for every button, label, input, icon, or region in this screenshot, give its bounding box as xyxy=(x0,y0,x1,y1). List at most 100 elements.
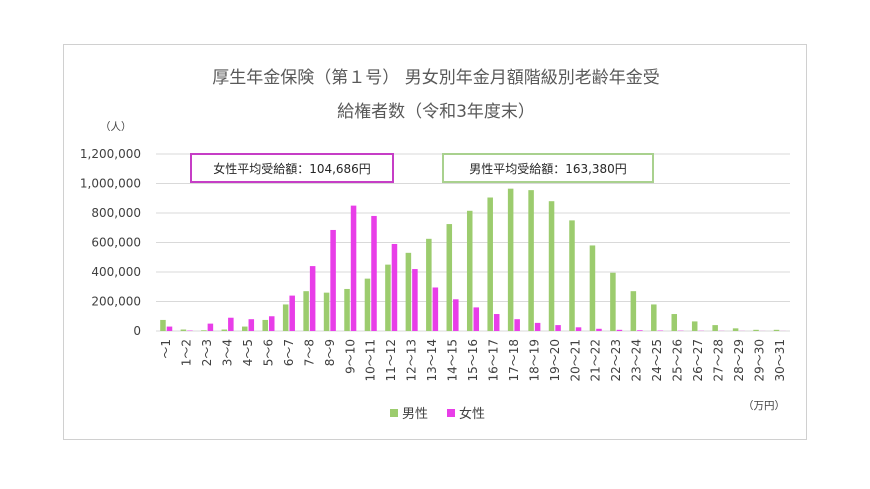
x-tick-label: 8～9 xyxy=(323,339,337,366)
bar-female-9 xyxy=(350,205,357,331)
bar-female-6 xyxy=(289,295,295,331)
bar-male-22 xyxy=(610,272,616,331)
x-tick-label: 30～31 xyxy=(773,339,787,382)
x-tick-label: 18～19 xyxy=(527,339,541,382)
bar-male-29 xyxy=(753,329,759,331)
bars xyxy=(160,188,786,331)
bar-male-11 xyxy=(385,264,391,331)
x-tick-label: 13～14 xyxy=(425,339,439,382)
x-tick-label: 15～16 xyxy=(466,339,480,382)
bar-male-12 xyxy=(405,252,412,331)
y-tick-label: 800,000 xyxy=(91,206,141,220)
bar-female-10 xyxy=(371,215,377,331)
x-tick-label: 19～20 xyxy=(548,339,562,382)
bar-male-27 xyxy=(712,325,718,331)
legend-female-label: 女性 xyxy=(459,406,485,422)
legend-male-swatch xyxy=(390,409,398,417)
bar-male-8 xyxy=(323,292,330,331)
y-tick-label: 200,000 xyxy=(91,295,141,309)
x-axis-ticks: ～1 1～2 2～3 3～4 4～5 5～6 6～7 7～8 8～9 9～10 10～11 11～12… xyxy=(159,339,787,382)
bar-female-11 xyxy=(391,243,398,331)
bar-male-6 xyxy=(282,304,289,331)
annotation-male-text: 男性平均受給額：163,380円 xyxy=(469,162,627,176)
x-tick-label: 4～5 xyxy=(241,339,255,366)
chart-title-line2: 給権者数（令和3年度末） xyxy=(337,102,535,122)
bar-male-19 xyxy=(548,201,555,331)
bar-male-1 xyxy=(180,329,187,331)
bar-male-21 xyxy=(589,245,596,331)
x-tick-label: 26～27 xyxy=(691,339,705,382)
y-axis-ticks: 0 200,000 400,000 600,000 800,000 1,000,000 1,… xyxy=(80,147,141,338)
bar-male-2 xyxy=(201,330,207,331)
bar-female-17 xyxy=(514,319,520,331)
legend-female-swatch xyxy=(447,409,455,417)
x-tick-label: 14～15 xyxy=(446,339,460,382)
x-tick-label: 22～23 xyxy=(609,339,623,382)
bar-male-5 xyxy=(262,319,268,331)
bar-male-4 xyxy=(242,326,248,331)
bar-female-8 xyxy=(330,229,336,331)
x-tick-label: 21～22 xyxy=(589,339,603,382)
bar-male-17 xyxy=(507,188,514,331)
bar-female-13 xyxy=(432,287,439,331)
bar-female-21 xyxy=(596,328,602,331)
bar-female-19 xyxy=(555,325,561,331)
bar-male-7 xyxy=(303,291,309,331)
bar-female-5 xyxy=(268,316,275,331)
bar-male-3 xyxy=(221,329,228,331)
y-tick-label: 600,000 xyxy=(91,236,141,250)
bar-male-16 xyxy=(487,197,493,331)
x-tick-label: 6～7 xyxy=(282,339,296,366)
annotation-female-text: 女性平均受給額：104,686円 xyxy=(213,161,371,176)
x-tick-label: 28～29 xyxy=(732,339,746,382)
annotation-female-box xyxy=(190,153,394,183)
x-tick-label: 10～11 xyxy=(364,339,378,382)
bar-male-13 xyxy=(426,238,432,331)
x-tick-label: 20～21 xyxy=(568,339,582,382)
x-tick-label: 11～12 xyxy=(384,339,398,382)
bar-male-18 xyxy=(528,190,534,331)
bar-male-15 xyxy=(466,210,473,331)
x-tick-label: 3～4 xyxy=(221,339,235,366)
bar-female-0 xyxy=(166,326,173,331)
bar-male-0 xyxy=(160,319,166,331)
x-tick-label: 7～8 xyxy=(302,339,316,366)
bar-male-23 xyxy=(630,291,637,331)
x-tick-label: 5～6 xyxy=(261,339,275,366)
bar-female-14 xyxy=(453,299,459,331)
x-tick-label: 16～17 xyxy=(486,339,500,382)
y-tick-label: 400,000 xyxy=(91,265,141,279)
bar-female-7 xyxy=(309,266,316,331)
bar-male-20 xyxy=(569,220,575,331)
legend-male-label: 男性 xyxy=(402,407,428,422)
bar-male-30 xyxy=(773,329,780,331)
bar-female-2 xyxy=(207,323,214,331)
legend: 男性 女性 xyxy=(390,406,485,422)
x-tick-label: 25～26 xyxy=(671,339,685,382)
bar-male-14 xyxy=(446,224,453,331)
x-tick-label: 29～30 xyxy=(752,339,766,382)
x-tick-label: 9～10 xyxy=(343,339,357,374)
bar-female-15 xyxy=(473,307,480,331)
annotation-female: 女性平均受給額：104,686円 xyxy=(190,153,394,183)
x-tick-label: 1～2 xyxy=(180,339,194,366)
bar-male-24 xyxy=(651,304,657,331)
bar-female-22 xyxy=(616,329,623,331)
bar-female-23 xyxy=(637,330,643,331)
x-tick-label: 24～25 xyxy=(650,339,664,382)
chart-frame: 厚生年金保険（第１号） 男女別年金月額階級別老齢年金受 給権者数（令和3年度末）… xyxy=(63,44,807,440)
bar-female-3 xyxy=(228,317,234,331)
bar-female-20 xyxy=(575,327,582,331)
y-tick-label: 0 xyxy=(133,324,141,338)
x-tick-label: 17～18 xyxy=(507,339,521,382)
y-axis-unit: （人） xyxy=(100,121,132,133)
bar-male-26 xyxy=(691,321,698,331)
bar-female-18 xyxy=(534,322,541,331)
chart-title-line1: 厚生年金保険（第１号） 男女別年金月額階級別老齢年金受 xyxy=(212,68,659,88)
chart: 厚生年金保険（第１号） 男女別年金月額階級別老齢年金受 給権者数（令和3年度末）… xyxy=(80,68,790,422)
bar-male-28 xyxy=(732,328,739,331)
bar-female-12 xyxy=(412,269,418,331)
y-tick-label: 1,000,000 xyxy=(80,177,141,191)
bar-male-9 xyxy=(344,288,350,331)
y-tick-label: 1,200,000 xyxy=(80,147,141,161)
